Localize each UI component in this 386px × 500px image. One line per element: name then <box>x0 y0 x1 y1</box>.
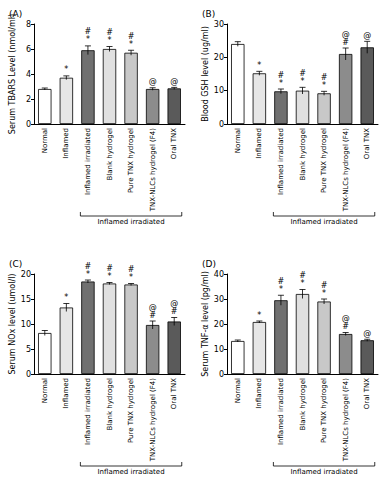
svg-text:Inflamed: Inflamed <box>255 378 263 409</box>
svg-text:(D): (D) <box>202 259 216 269</box>
svg-text:TNX-NLCs hydrogel (F4): TNX-NLCs hydrogel (F4) <box>149 378 157 463</box>
svg-text:30: 30 <box>214 20 224 29</box>
svg-text:4: 4 <box>26 70 31 79</box>
svg-text:@: @ <box>170 77 178 86</box>
svg-text:Pure TNX hydrogel: Pure TNX hydrogel <box>320 128 328 193</box>
svg-text:20: 20 <box>21 270 31 279</box>
svg-text:*: * <box>257 311 261 320</box>
svg-text:2: 2 <box>26 95 31 104</box>
svg-text:#: # <box>342 38 349 47</box>
svg-text:Serum TBARS Level (nmol/ml): Serum TBARS Level (nmol/ml) <box>8 14 17 134</box>
svg-text:Blank hydrogel: Blank hydrogel <box>299 128 307 181</box>
svg-text:10: 10 <box>214 345 224 354</box>
svg-text:Oral TNX: Oral TNX <box>363 128 371 159</box>
svg-text:Blank hydrogel: Blank hydrogel <box>106 128 114 181</box>
svg-text:*: * <box>301 279 305 288</box>
svg-text:Pure TNX hydrogel: Pure TNX hydrogel <box>127 128 135 193</box>
svg-text:Inflamed: Inflamed <box>255 128 263 159</box>
svg-text:Blank hydrogel: Blank hydrogel <box>106 378 114 431</box>
svg-text:Serum NOx level (umol/l): Serum NOx level (umol/l) <box>8 274 17 375</box>
svg-text:Normal: Normal <box>41 128 49 153</box>
svg-text:*: * <box>129 40 133 49</box>
svg-text:10: 10 <box>21 320 31 329</box>
svg-text:*: * <box>257 61 261 70</box>
svg-text:#: # <box>171 307 178 316</box>
svg-text:(A): (A) <box>9 9 22 19</box>
svg-text:Inflamed irradiated: Inflamed irradiated <box>98 468 165 476</box>
svg-text:Inflamed irradiated: Inflamed irradiated <box>291 218 358 226</box>
svg-text:*: * <box>86 35 90 44</box>
svg-text:Inflamed: Inflamed <box>62 128 70 159</box>
svg-text:20: 20 <box>214 53 224 62</box>
svg-text:Serum TNF-α level (pg/ml): Serum TNF-α level (pg/ml) <box>201 271 210 377</box>
svg-text:*: * <box>279 285 283 294</box>
svg-text:6: 6 <box>26 45 31 54</box>
svg-text:@: @ <box>363 329 371 338</box>
svg-text:*: * <box>322 289 326 298</box>
svg-text:*: * <box>108 272 112 281</box>
svg-text:Oral TNX: Oral TNX <box>170 128 178 159</box>
svg-text:*: * <box>301 77 305 86</box>
svg-text:*: * <box>64 65 68 74</box>
svg-text:*: * <box>108 36 112 45</box>
svg-text:Pure TNX hydrogel: Pure TNX hydrogel <box>127 378 135 443</box>
svg-text:Inflamed irradiated: Inflamed irradiated <box>98 218 165 226</box>
svg-text:Oral TNX: Oral TNX <box>170 378 178 409</box>
svg-text:Inflamed: Inflamed <box>62 378 70 409</box>
svg-text:0: 0 <box>219 370 224 379</box>
svg-text:Oral TNX: Oral TNX <box>363 378 371 409</box>
svg-text:Inflamed irradiated: Inflamed irradiated <box>277 378 285 445</box>
svg-text:Inflamed irradiated: Inflamed irradiated <box>291 468 358 476</box>
svg-text:(B): (B) <box>202 9 215 19</box>
svg-text:Inflamed irradiated: Inflamed irradiated <box>277 128 285 195</box>
svg-text:0: 0 <box>26 120 31 129</box>
svg-text:Blood GSH level (ug/ml): Blood GSH level (ug/ml) <box>201 26 210 122</box>
svg-text:(C): (C) <box>9 259 22 269</box>
svg-text:Normal: Normal <box>234 128 242 153</box>
svg-text:TNX-NLCs hydrogel (F4): TNX-NLCs hydrogel (F4) <box>342 378 350 463</box>
svg-text:Inflamed irradiated: Inflamed irradiated <box>84 378 92 445</box>
svg-text:Blank hydrogel: Blank hydrogel <box>299 378 307 431</box>
svg-text:15: 15 <box>21 295 31 304</box>
svg-text:*: * <box>322 81 326 90</box>
svg-text:30: 30 <box>214 295 224 304</box>
svg-text:TNX-NLCs hydrogel (F4): TNX-NLCs hydrogel (F4) <box>149 128 157 213</box>
svg-text:0: 0 <box>26 370 31 379</box>
svg-text:*: * <box>279 79 283 88</box>
svg-text:#: # <box>342 322 349 331</box>
svg-text:Pure TNX hydrogel: Pure TNX hydrogel <box>320 378 328 443</box>
svg-text:@: @ <box>149 77 157 86</box>
svg-text:Normal: Normal <box>234 378 242 403</box>
svg-text:0: 0 <box>219 120 224 129</box>
svg-text:@: @ <box>363 31 371 40</box>
svg-text:Inflamed irradiated: Inflamed irradiated <box>84 128 92 195</box>
svg-text:*: * <box>64 293 68 302</box>
svg-text:#: # <box>149 311 156 320</box>
svg-text:*: * <box>86 270 90 279</box>
svg-text:5: 5 <box>26 345 31 354</box>
svg-text:Normal: Normal <box>41 378 49 403</box>
svg-text:TNX-NLCs hydrogel (F4): TNX-NLCs hydrogel (F4) <box>342 128 350 213</box>
svg-text:10: 10 <box>214 86 224 95</box>
svg-text:8: 8 <box>26 20 31 29</box>
svg-text:40: 40 <box>214 270 224 279</box>
svg-text:*: * <box>129 273 133 282</box>
svg-text:20: 20 <box>214 320 224 329</box>
